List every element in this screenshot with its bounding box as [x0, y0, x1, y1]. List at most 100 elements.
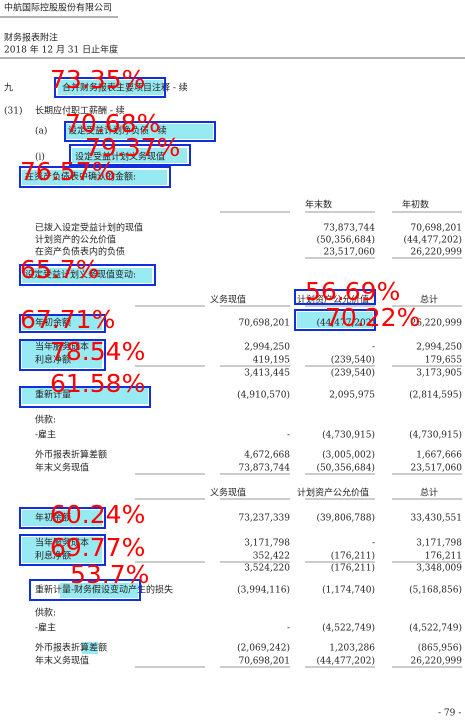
cell: 70,698,201: [238, 657, 290, 667]
row-label: 外币报表折算差额: [35, 449, 107, 461]
detection-box: [54, 77, 166, 98]
row-label: 已拨入设定受益计划的现值: [35, 222, 143, 234]
detection-score: 70.68%: [65, 109, 160, 138]
text: (31): [4, 106, 22, 117]
detection-box: [19, 534, 106, 566]
cell: 3,171,798: [416, 539, 462, 549]
cell: 70,698,201: [410, 224, 462, 234]
cell: 33,430,551: [410, 514, 462, 524]
cell: (4,522,749): [322, 623, 375, 634]
detection-box: [69, 144, 191, 166]
row-label: 年末义务现值: [35, 655, 89, 667]
cell: (4,730,915): [322, 430, 375, 441]
cell: 3,413,445: [244, 369, 290, 379]
cell: -: [287, 624, 290, 634]
doc-title: 财务报表附注: [4, 32, 58, 44]
text: (i): [35, 152, 45, 163]
cell: 176,211: [425, 552, 462, 562]
detection-score: 70.22%: [325, 303, 420, 332]
cell: -: [372, 343, 375, 353]
detection-score: 61.58%: [50, 369, 145, 398]
cell: 352,422: [253, 552, 290, 562]
cell: 2,095,975: [329, 391, 375, 401]
detection-score: 78.54%: [50, 337, 145, 366]
cell: (2,069,242): [237, 643, 290, 654]
cell: 179,655: [425, 356, 462, 366]
detection-box: [64, 121, 216, 142]
text: 合并财务报表主要项目注释 - 续: [62, 82, 188, 94]
cell: (50,356,684): [316, 235, 375, 246]
cell: 3,524,220: [244, 564, 290, 574]
detection-box: [294, 309, 376, 331]
cell: (239,540): [331, 368, 375, 379]
detection-box: [19, 314, 106, 333]
row-label: 计划资产的公允价值: [35, 234, 116, 246]
detection-box: [19, 264, 156, 286]
detection-box: [19, 386, 151, 408]
cell: -: [372, 539, 375, 549]
cell: 419,195: [253, 356, 290, 366]
text: 在资产负债表中确认的金额:: [25, 171, 136, 183]
row-label: 当年服务成本: [35, 537, 89, 549]
cell: (44,477,202): [316, 656, 375, 667]
text: 总计: [420, 487, 438, 499]
detection-score: 69.77%: [50, 533, 145, 562]
row-label: 当年服务成本: [35, 341, 89, 353]
detection-box: [294, 289, 376, 305]
detection-score: 65.7%: [20, 255, 99, 284]
text: - 79 -: [438, 709, 461, 719]
detection-score: 53.7%: [70, 560, 149, 589]
cell: (44,477,202): [403, 235, 462, 246]
row-label: 重新计量-财务假设变动产生的损失: [35, 584, 173, 596]
row-label: 外币报表折算差额: [35, 642, 107, 654]
cell: 23,517,060: [410, 464, 462, 474]
detection-score: 76.57%: [20, 157, 115, 186]
text: 设定受益计划义务现值: [75, 151, 165, 163]
cell: 4,672,668: [244, 451, 290, 461]
cell: (1,174,740): [322, 585, 375, 596]
cell: 26,220,999: [410, 657, 462, 667]
detection-box: [29, 579, 141, 601]
text: 义务现值: [210, 294, 246, 306]
cell: 1,667,666: [416, 451, 462, 461]
cell: 1,203,286: [329, 644, 375, 654]
cell: 23,517,060: [323, 248, 375, 258]
cell: (5,168,856): [409, 585, 462, 596]
text: 设定受益计划净负债 - 续: [68, 125, 167, 137]
text: (a): [35, 126, 47, 137]
cell: (865,956): [418, 643, 462, 654]
text: 义务现值: [210, 487, 246, 499]
text: 总计: [420, 294, 438, 306]
row-label: 年初余额: [35, 512, 71, 524]
row-label: 利息净额: [35, 550, 71, 562]
cell: 2,994,250: [244, 343, 290, 353]
cell: (4,730,915): [409, 430, 462, 441]
row-label: -雇主: [35, 429, 56, 441]
highlights: [22, 80, 373, 654]
text: 供款:: [35, 414, 56, 426]
cell: 73,237,339: [238, 514, 290, 524]
detection-box: [19, 166, 171, 188]
cell: 26,220,999: [410, 248, 462, 258]
row-label: 年末义务现值: [35, 462, 89, 474]
cell: (44,477,202): [316, 318, 375, 329]
company: 中航国际控股股份有限公司: [4, 2, 112, 14]
text: 长期应付职工薪酬 - 续: [35, 105, 125, 117]
cell: 73,873,744: [323, 224, 375, 234]
cell: 70,698,201: [238, 319, 290, 329]
cell: (239,540): [331, 355, 375, 366]
cell: 3,348,009: [416, 564, 462, 574]
cell: 73,873,744: [238, 464, 290, 474]
cell: (3,005,002): [322, 450, 375, 461]
cell: 2,994,250: [416, 343, 462, 353]
cell: -: [287, 431, 290, 441]
text: 设定受益计划义务现值变动:: [25, 269, 136, 281]
cell: (176,211): [331, 551, 375, 562]
cell: (3,994,116): [237, 585, 290, 596]
cell: (39,806,788): [316, 513, 375, 524]
detection-score: 60.24%: [50, 500, 145, 529]
text: 年末数: [305, 199, 332, 211]
detection-score: 79.37%: [85, 133, 180, 162]
row-label: 在资产负债表内的负债: [35, 246, 125, 258]
